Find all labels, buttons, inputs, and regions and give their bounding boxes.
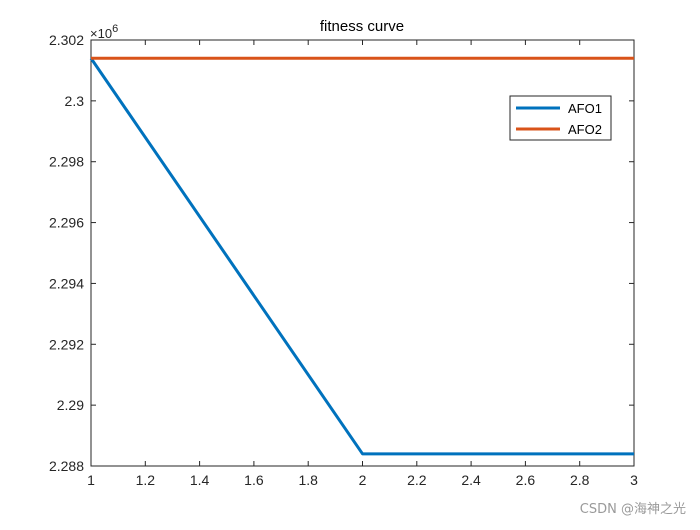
exponent-base: ×10	[90, 26, 112, 41]
y-axis: 2.288 2.29 2.292 2.294 2.296 2.298 2.3 2.302	[49, 32, 634, 474]
chart-title: fitness curve	[320, 18, 404, 35]
x-tick-label: 2	[359, 472, 367, 488]
y-tick-label: 2.298	[49, 154, 84, 170]
legend: AFO1 AFO2	[509, 95, 612, 141]
legend-box	[509, 95, 612, 141]
y-exponent: ×106	[90, 23, 118, 41]
watermark: CSDN @海神之光	[579, 502, 686, 517]
legend-label-afo2: AFO2	[568, 122, 602, 137]
x-tick-label: 1.8	[298, 472, 318, 488]
legend-label-afo1: AFO1	[568, 101, 602, 116]
y-tick-label: 2.29	[57, 397, 84, 413]
x-tick-label: 2.6	[516, 472, 536, 488]
y-tick-label: 2.296	[49, 215, 84, 231]
x-axis: 1 1.2 1.4 1.6 1.8 2 2.2 2.4 2.6 2.8 3	[87, 40, 638, 488]
series-layer	[89, 56, 634, 456]
x-tick-label: 2.8	[570, 472, 590, 488]
y-tick-label: 2.294	[49, 275, 84, 291]
x-tick-label: 1	[87, 472, 95, 488]
x-tick-label: 1.4	[190, 472, 210, 488]
x-tick-label: 1.6	[244, 472, 264, 488]
y-tick-label: 2.288	[49, 458, 84, 474]
x-tick-label: 2.2	[407, 472, 427, 488]
x-tick-label: 1.2	[136, 472, 156, 488]
x-tick-label: 2.4	[461, 472, 481, 488]
series-line-afo1	[89, 57, 634, 456]
y-tick-label: 2.302	[49, 32, 84, 48]
x-tick-label: 3	[630, 472, 638, 488]
exponent-power: 6	[112, 23, 118, 35]
y-tick-label: 2.292	[49, 336, 84, 352]
y-tick-label: 2.3	[65, 93, 85, 109]
